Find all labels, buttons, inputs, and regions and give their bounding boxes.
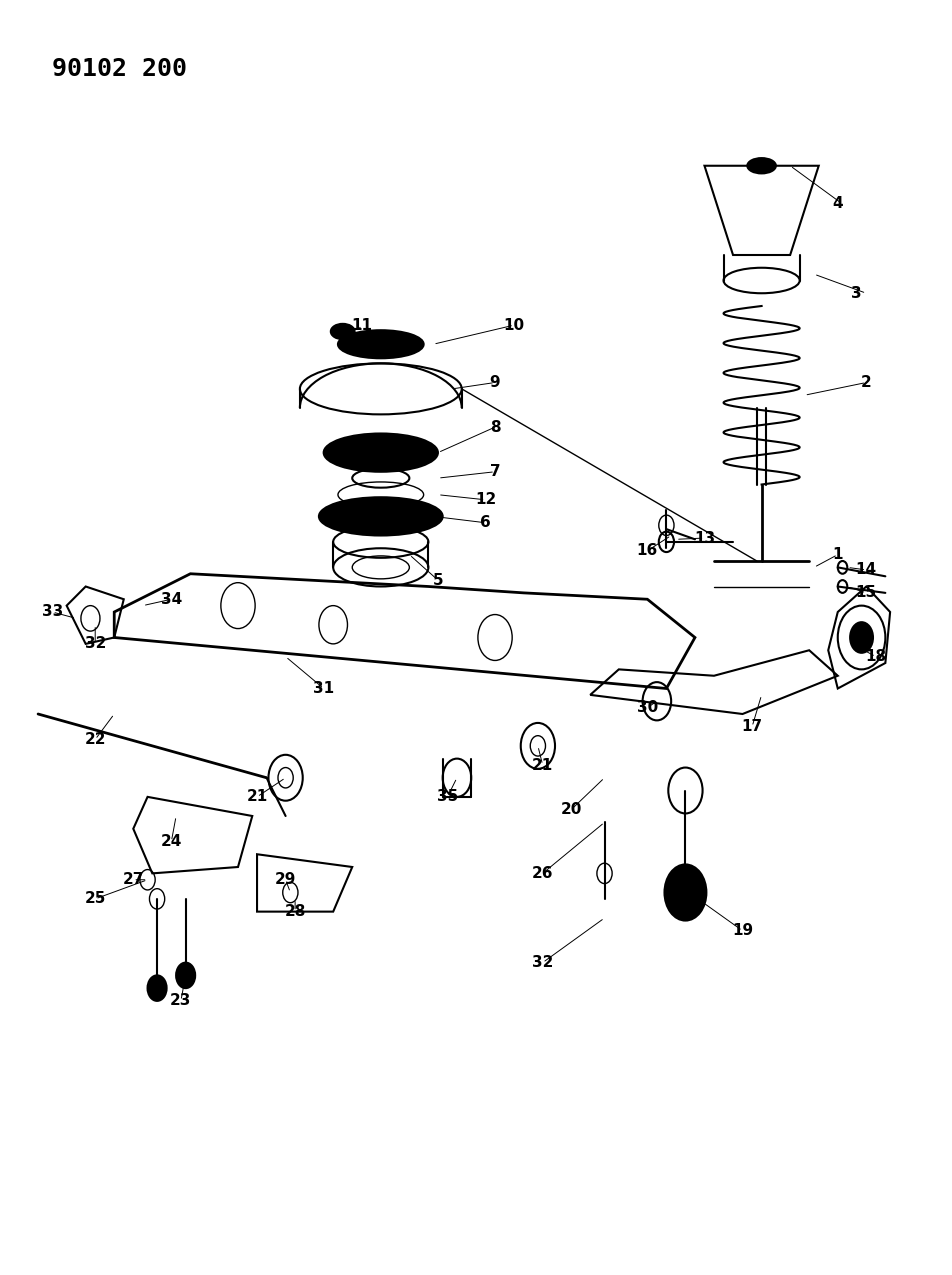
Text: 34: 34 [161, 592, 182, 607]
Text: 21: 21 [247, 789, 268, 805]
Text: 1: 1 [832, 547, 843, 562]
Text: 16: 16 [637, 543, 658, 558]
Text: 25: 25 [85, 891, 106, 907]
Text: 9: 9 [489, 375, 501, 390]
Text: 33: 33 [42, 604, 63, 620]
Text: 30: 30 [637, 700, 658, 715]
Text: 29: 29 [275, 872, 296, 887]
Text: 19: 19 [732, 923, 753, 938]
Text: 28: 28 [285, 904, 306, 919]
Text: 24: 24 [161, 834, 182, 849]
Text: 31: 31 [313, 681, 334, 696]
Circle shape [176, 963, 195, 988]
Circle shape [850, 622, 873, 653]
Text: 17: 17 [742, 719, 763, 734]
Text: 4: 4 [832, 196, 843, 212]
Text: 90102 200: 90102 200 [52, 57, 188, 82]
Text: 11: 11 [351, 317, 372, 333]
Text: 23: 23 [170, 993, 191, 1009]
Text: 18: 18 [865, 649, 886, 664]
Text: 12: 12 [475, 492, 496, 507]
Ellipse shape [319, 497, 443, 536]
Text: 35: 35 [437, 789, 458, 805]
Text: 13: 13 [694, 530, 715, 546]
Circle shape [148, 975, 167, 1001]
Ellipse shape [324, 434, 438, 472]
Text: 27: 27 [123, 872, 144, 887]
Ellipse shape [747, 158, 776, 173]
Text: 8: 8 [489, 419, 501, 435]
Text: 32: 32 [85, 636, 106, 652]
Ellipse shape [331, 324, 354, 339]
Text: 20: 20 [561, 802, 582, 817]
Text: 32: 32 [532, 955, 553, 970]
Text: 26: 26 [532, 866, 553, 881]
Text: 22: 22 [85, 732, 106, 747]
Text: 2: 2 [861, 375, 872, 390]
Ellipse shape [338, 330, 424, 358]
Text: 15: 15 [856, 585, 877, 601]
Circle shape [664, 864, 706, 921]
Text: 5: 5 [432, 572, 444, 588]
Text: 3: 3 [851, 286, 863, 301]
Text: 6: 6 [480, 515, 491, 530]
Text: 10: 10 [504, 317, 525, 333]
Text: 7: 7 [489, 464, 501, 479]
Text: 14: 14 [856, 562, 877, 578]
Text: 21: 21 [532, 757, 553, 773]
